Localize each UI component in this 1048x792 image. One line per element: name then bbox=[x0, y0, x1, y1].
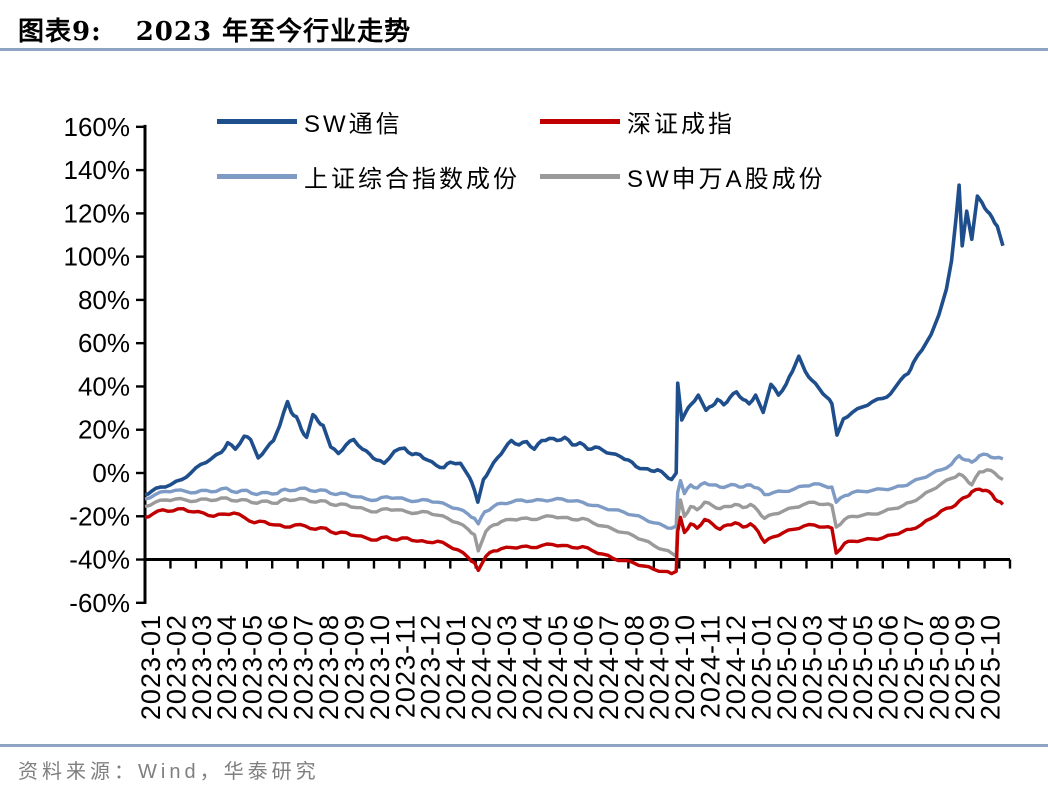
legend-line-red bbox=[540, 119, 620, 124]
svg-text:-20%: -20% bbox=[69, 501, 130, 531]
page-title: 2023 年至今行业走势 bbox=[135, 17, 412, 47]
svg-text:140%: 140% bbox=[64, 155, 131, 185]
svg-text:2025-09: 2025-09 bbox=[950, 614, 980, 720]
legend-line-blue bbox=[217, 119, 297, 124]
footer-divider bbox=[0, 744, 1048, 747]
legend-label: 上证综合指数成份 bbox=[304, 166, 520, 193]
svg-text:2025-02: 2025-02 bbox=[772, 614, 802, 720]
svg-text:80%: 80% bbox=[78, 285, 130, 315]
svg-text:-40%: -40% bbox=[69, 545, 130, 575]
svg-text:2023-07: 2023-07 bbox=[289, 614, 319, 720]
legend-item-sw-comm: SW通信 bbox=[217, 104, 403, 139]
svg-text:2023-11: 2023-11 bbox=[390, 614, 420, 718]
svg-text:2024-12: 2024-12 bbox=[721, 614, 751, 720]
svg-text:2025-01: 2025-01 bbox=[746, 614, 776, 720]
svg-text:2025-10: 2025-10 bbox=[975, 614, 1005, 720]
svg-text:20%: 20% bbox=[78, 415, 130, 445]
series-line-2 bbox=[144, 452, 1004, 530]
figure-header: 图表9: 2023 年至今行业走势 bbox=[18, 11, 411, 48]
svg-text:2024-08: 2024-08 bbox=[619, 614, 649, 720]
figure-label: 图表9: bbox=[18, 17, 102, 47]
legend-item-swa: SW申万A股成份 bbox=[540, 159, 826, 194]
svg-text:120%: 120% bbox=[64, 198, 131, 228]
svg-text:0%: 0% bbox=[92, 458, 130, 488]
svg-text:2024-07: 2024-07 bbox=[594, 614, 624, 720]
svg-text:2024-09: 2024-09 bbox=[645, 614, 675, 720]
svg-text:2023-03: 2023-03 bbox=[187, 614, 217, 720]
svg-text:2023-04: 2023-04 bbox=[212, 614, 242, 720]
svg-text:2024-10: 2024-10 bbox=[670, 614, 700, 720]
svg-text:100%: 100% bbox=[64, 242, 131, 272]
source-note: 资料来源：Wind，华泰研究 bbox=[18, 761, 320, 783]
svg-text:2025-08: 2025-08 bbox=[925, 614, 955, 720]
legend-line-steelblue bbox=[217, 174, 297, 179]
title-divider bbox=[0, 48, 1048, 51]
legend-item-szzs: 深证成指 bbox=[540, 104, 735, 139]
svg-text:2023-01: 2023-01 bbox=[136, 614, 166, 720]
svg-text:2024-11: 2024-11 bbox=[696, 614, 726, 718]
legend-label: SW申万A股成份 bbox=[627, 166, 826, 193]
svg-text:40%: 40% bbox=[78, 371, 130, 401]
svg-text:2023-05: 2023-05 bbox=[238, 614, 268, 720]
legend-item-szzh: 上证综合指数成份 bbox=[217, 159, 520, 194]
svg-text:2025-03: 2025-03 bbox=[797, 614, 827, 720]
svg-text:2023-09: 2023-09 bbox=[339, 614, 369, 720]
series-line-1 bbox=[144, 487, 1005, 576]
svg-text:2024-04: 2024-04 bbox=[517, 614, 547, 720]
svg-text:2024-03: 2024-03 bbox=[492, 614, 522, 720]
svg-text:160%: 160% bbox=[64, 112, 131, 142]
svg-text:2024-01: 2024-01 bbox=[441, 614, 471, 720]
svg-text:2025-04: 2025-04 bbox=[823, 614, 853, 720]
svg-text:2024-06: 2024-06 bbox=[568, 614, 598, 720]
svg-text:2025-07: 2025-07 bbox=[899, 614, 929, 720]
series-line-0 bbox=[144, 183, 1005, 504]
legend-label: 深证成指 bbox=[627, 111, 735, 138]
svg-text:2023-08: 2023-08 bbox=[314, 614, 344, 720]
svg-text:60%: 60% bbox=[78, 328, 130, 358]
svg-text:2024-05: 2024-05 bbox=[543, 614, 573, 720]
svg-text:2023-06: 2023-06 bbox=[263, 614, 293, 720]
svg-text:2025-06: 2025-06 bbox=[874, 614, 904, 720]
svg-text:2023-02: 2023-02 bbox=[161, 614, 191, 720]
legend-label: SW通信 bbox=[304, 111, 403, 138]
series-line-3 bbox=[144, 468, 1004, 558]
svg-text:2025-05: 2025-05 bbox=[848, 614, 878, 720]
legend-line-gray bbox=[540, 174, 620, 179]
svg-text:2024-02: 2024-02 bbox=[467, 614, 497, 720]
svg-text:-60%: -60% bbox=[69, 588, 130, 618]
svg-text:2023-10: 2023-10 bbox=[365, 614, 395, 720]
svg-text:2023-12: 2023-12 bbox=[416, 614, 446, 720]
